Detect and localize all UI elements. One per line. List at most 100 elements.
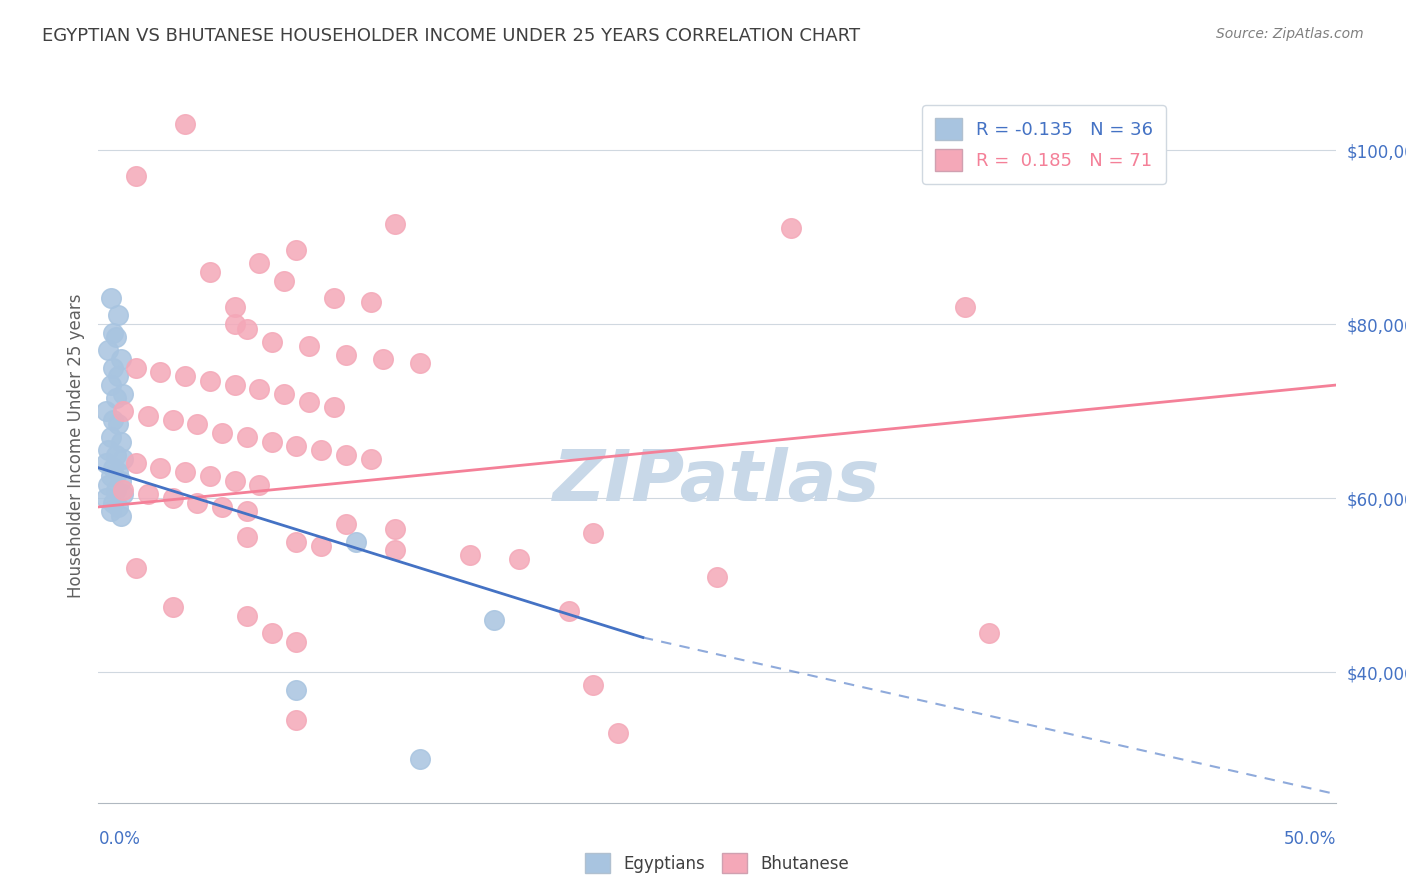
- Point: [335, 517, 357, 532]
- Point: [104, 330, 127, 344]
- Point: [174, 117, 197, 131]
- Point: [149, 365, 172, 379]
- Y-axis label: Householder Income Under 25 years: Householder Income Under 25 years: [66, 293, 84, 599]
- Point: [110, 351, 132, 366]
- Point: [110, 434, 132, 449]
- Point: [285, 635, 308, 649]
- Point: [103, 460, 125, 475]
- Point: [273, 386, 295, 401]
- Point: [136, 487, 159, 501]
- Point: [285, 713, 308, 727]
- Point: [100, 378, 122, 392]
- Point: [107, 417, 129, 432]
- Point: [247, 478, 270, 492]
- Point: [236, 530, 259, 544]
- Point: [780, 221, 803, 235]
- Point: [409, 752, 432, 766]
- Point: [273, 274, 295, 288]
- Point: [186, 495, 208, 509]
- Point: [149, 460, 172, 475]
- Point: [285, 243, 308, 257]
- Text: EGYPTIAN VS BHUTANESE HOUSEHOLDER INCOME UNDER 25 YEARS CORRELATION CHART: EGYPTIAN VS BHUTANESE HOUSEHOLDER INCOME…: [42, 27, 860, 45]
- Point: [112, 404, 135, 418]
- Point: [484, 613, 506, 627]
- Point: [94, 457, 117, 471]
- Point: [582, 678, 605, 692]
- Point: [979, 626, 1001, 640]
- Point: [124, 360, 146, 375]
- Text: 50.0%: 50.0%: [1284, 830, 1336, 847]
- Point: [110, 508, 132, 523]
- Point: [103, 360, 125, 375]
- Point: [508, 552, 530, 566]
- Point: [260, 434, 283, 449]
- Point: [260, 334, 283, 349]
- Point: [104, 448, 127, 462]
- Point: [107, 309, 129, 323]
- Point: [112, 452, 135, 467]
- Legend: Egyptians, Bhutanese: Egyptians, Bhutanese: [578, 847, 856, 880]
- Point: [236, 321, 259, 335]
- Point: [162, 413, 184, 427]
- Text: ZIPatlas: ZIPatlas: [554, 447, 880, 516]
- Point: [224, 474, 246, 488]
- Point: [211, 425, 233, 440]
- Text: 0.0%: 0.0%: [98, 830, 141, 847]
- Point: [198, 469, 221, 483]
- Point: [260, 626, 283, 640]
- Point: [94, 491, 117, 506]
- Point: [322, 400, 344, 414]
- Point: [186, 417, 208, 432]
- Point: [344, 534, 367, 549]
- Point: [124, 169, 146, 184]
- Point: [335, 348, 357, 362]
- Point: [100, 504, 122, 518]
- Point: [409, 356, 432, 370]
- Point: [582, 526, 605, 541]
- Point: [360, 452, 382, 467]
- Point: [384, 543, 406, 558]
- Point: [198, 265, 221, 279]
- Point: [309, 539, 332, 553]
- Point: [100, 430, 122, 444]
- Point: [112, 386, 135, 401]
- Point: [110, 474, 132, 488]
- Point: [236, 504, 259, 518]
- Point: [107, 465, 129, 479]
- Point: [104, 391, 127, 405]
- Point: [174, 369, 197, 384]
- Point: [107, 500, 129, 514]
- Point: [298, 339, 321, 353]
- Point: [384, 217, 406, 231]
- Point: [97, 478, 120, 492]
- Point: [136, 409, 159, 423]
- Point: [384, 522, 406, 536]
- Point: [211, 500, 233, 514]
- Point: [103, 326, 125, 340]
- Point: [458, 548, 481, 562]
- Point: [124, 561, 146, 575]
- Point: [97, 443, 120, 458]
- Point: [335, 448, 357, 462]
- Point: [112, 483, 135, 497]
- Point: [103, 495, 125, 509]
- Point: [285, 682, 308, 697]
- Point: [103, 413, 125, 427]
- Point: [247, 383, 270, 397]
- Point: [124, 457, 146, 471]
- Point: [309, 443, 332, 458]
- Point: [557, 604, 579, 618]
- Point: [236, 608, 259, 623]
- Point: [174, 465, 197, 479]
- Point: [360, 295, 382, 310]
- Point: [953, 300, 976, 314]
- Point: [322, 291, 344, 305]
- Point: [97, 343, 120, 358]
- Point: [162, 599, 184, 614]
- Point: [236, 430, 259, 444]
- Point: [285, 439, 308, 453]
- Point: [706, 569, 728, 583]
- Point: [371, 351, 394, 366]
- Point: [247, 256, 270, 270]
- Point: [94, 404, 117, 418]
